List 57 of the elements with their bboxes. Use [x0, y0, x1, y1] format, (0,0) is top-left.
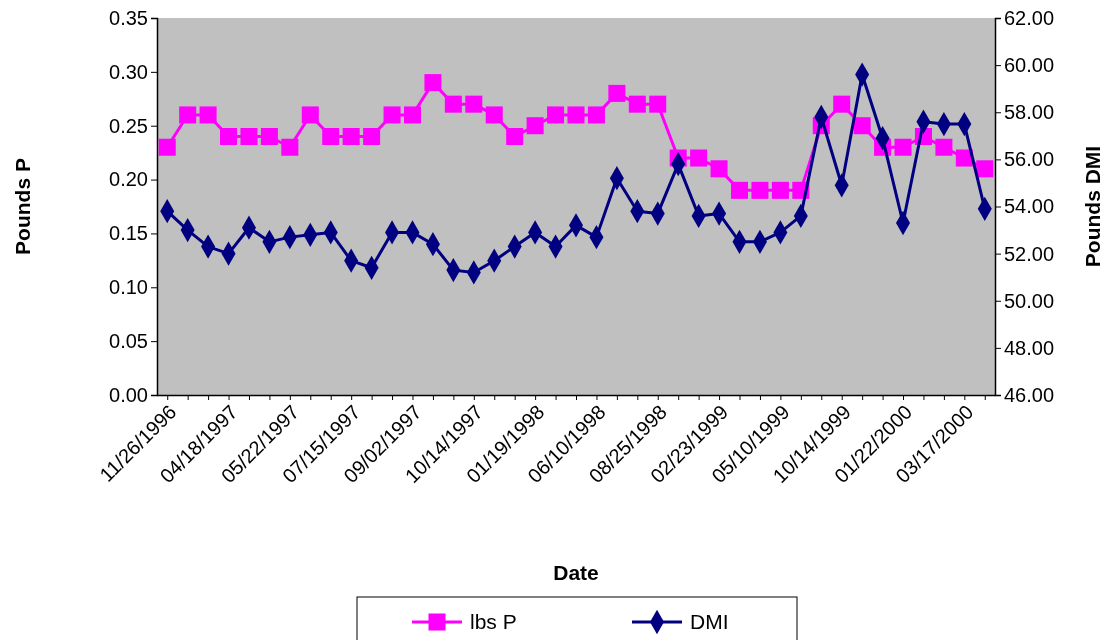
point [587, 106, 605, 124]
y2-tick-label: 50.00 [1004, 289, 1055, 312]
point [301, 106, 319, 124]
point [690, 149, 708, 167]
point [608, 84, 626, 102]
point [833, 95, 851, 113]
point [547, 106, 565, 124]
point [342, 127, 360, 145]
y-tick-label: 0.30 [109, 60, 148, 83]
point [567, 106, 585, 124]
point [465, 95, 483, 113]
y-axis-title: Pounds P [11, 158, 34, 255]
y2-tick-label: 48.00 [1004, 336, 1055, 359]
y-tick-label: 0.05 [109, 330, 148, 353]
point [935, 138, 953, 156]
point [363, 127, 381, 145]
point [281, 138, 299, 156]
legend-label: DMI [690, 610, 729, 633]
point [240, 127, 258, 145]
point [628, 95, 646, 113]
y-tick-label: 0.25 [109, 114, 148, 137]
point [260, 127, 278, 145]
y-tick-label: 0.20 [109, 168, 148, 191]
point [220, 127, 238, 145]
point [485, 106, 503, 124]
y2-tick-label: 52.00 [1004, 242, 1055, 265]
point [424, 74, 442, 92]
point [403, 106, 421, 124]
point [649, 95, 667, 113]
y2-tick-label: 46.00 [1004, 383, 1055, 406]
x-axis-title: Date [553, 561, 599, 584]
point [526, 117, 544, 135]
point [894, 138, 912, 156]
y-tick-label: 0.00 [109, 383, 148, 406]
y2-tick-label: 54.00 [1004, 195, 1055, 218]
point [179, 106, 197, 124]
point [771, 181, 789, 199]
point [199, 106, 217, 124]
point [710, 160, 728, 178]
legend-label: lbs P [470, 610, 517, 633]
point [751, 181, 769, 199]
y2-tick-label: 62.00 [1004, 6, 1055, 29]
y2-tick-label: 60.00 [1004, 54, 1055, 77]
point [731, 181, 749, 199]
point [322, 127, 340, 145]
point [976, 160, 994, 178]
point [158, 138, 176, 156]
y2-tick-label: 56.00 [1004, 148, 1055, 171]
y2-axis-title: Pounds DMI [1081, 145, 1104, 268]
y2-tick-label: 58.00 [1004, 101, 1055, 124]
y-tick-label: 0.10 [109, 276, 148, 299]
point [853, 117, 871, 135]
point [506, 127, 524, 145]
point [383, 106, 401, 124]
y-tick-label: 0.15 [109, 222, 148, 245]
y-tick-label: 0.35 [109, 6, 148, 29]
point [444, 95, 462, 113]
